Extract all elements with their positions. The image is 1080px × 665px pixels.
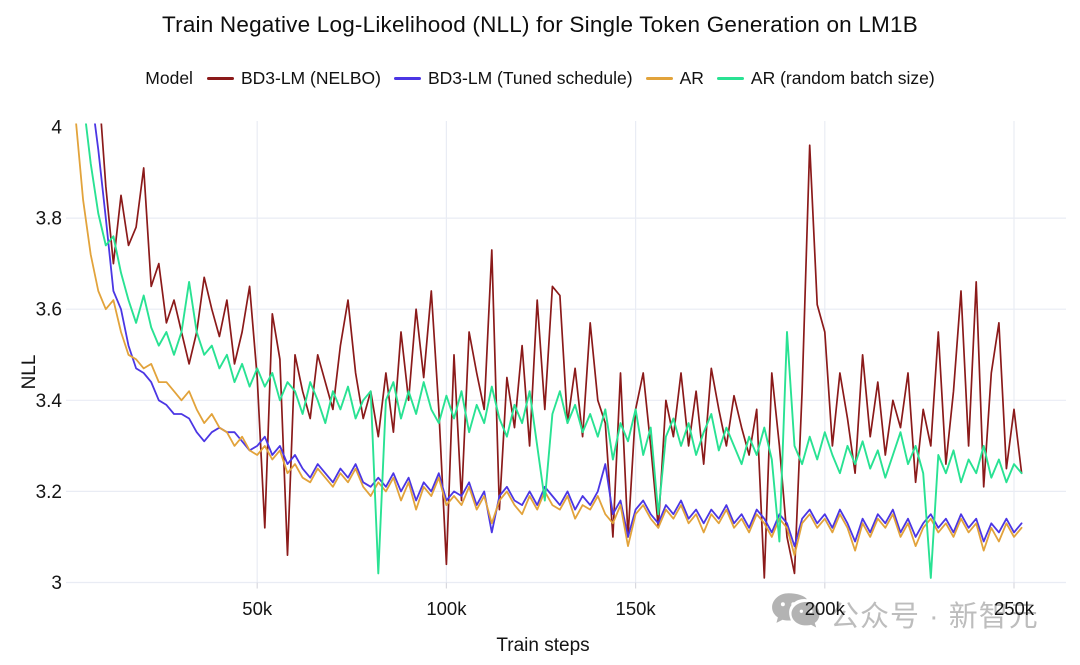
- line-swatch-icon: [393, 77, 421, 80]
- wechat-icon: [772, 593, 820, 628]
- y-tick-label: 3.4: [36, 391, 63, 412]
- line-swatch-icon: [716, 77, 744, 80]
- y-axis-label: NLL: [19, 354, 40, 390]
- legend: Model BD3-LM (NELBO) BD3-LM (Tuned sched…: [0, 68, 1080, 89]
- x-tick-label: 200k: [805, 598, 846, 619]
- x-tick-label: 150k: [616, 598, 657, 619]
- line-swatch-icon: [645, 77, 673, 80]
- series-line-ar: [75, 123, 1023, 557]
- y-tick-label: 3.8: [36, 209, 62, 230]
- y-tick-label: 3: [51, 573, 62, 594]
- legend-item-ar-random: AR (random batch size): [716, 68, 935, 89]
- legend-item-bd3lm-nelbo: BD3-LM (NELBO): [206, 68, 381, 89]
- legend-item-ar: AR: [645, 68, 704, 89]
- series-line-bd3-lm-nelbo-: [100, 123, 1023, 579]
- legend-item-label: AR: [679, 68, 704, 88]
- x-tick-label: 50k: [242, 598, 273, 619]
- legend-item-label: BD3-LM (NELBO): [240, 68, 381, 88]
- y-tick-label: 3.6: [36, 300, 62, 321]
- line-swatch-icon: [206, 77, 234, 80]
- watermark-text: 公众号 · 新智元: [830, 601, 1039, 633]
- legend-title: Model: [145, 68, 193, 88]
- legend-item-bd3lm-tuned: BD3-LM (Tuned schedule): [393, 68, 633, 89]
- legend-item-label: BD3-LM (Tuned schedule): [427, 68, 633, 88]
- x-axis-label: Train steps: [496, 635, 590, 656]
- series-line-bd3-lm-tuned-schedule-: [94, 123, 1023, 547]
- y-tick-label: 4: [51, 118, 62, 139]
- x-tick-label: 250k: [994, 598, 1035, 619]
- legend-item-label: AR (random batch size): [750, 68, 935, 88]
- y-tick-label: 3.2: [36, 482, 62, 503]
- x-tick-label: 100k: [426, 598, 467, 619]
- watermark: 公众号 · 新智元: [770, 591, 1039, 637]
- series-line-ar-random-batch-size-: [84, 123, 1023, 579]
- chart-title: Train Negative Log-Likelihood (NLL) for …: [162, 12, 918, 37]
